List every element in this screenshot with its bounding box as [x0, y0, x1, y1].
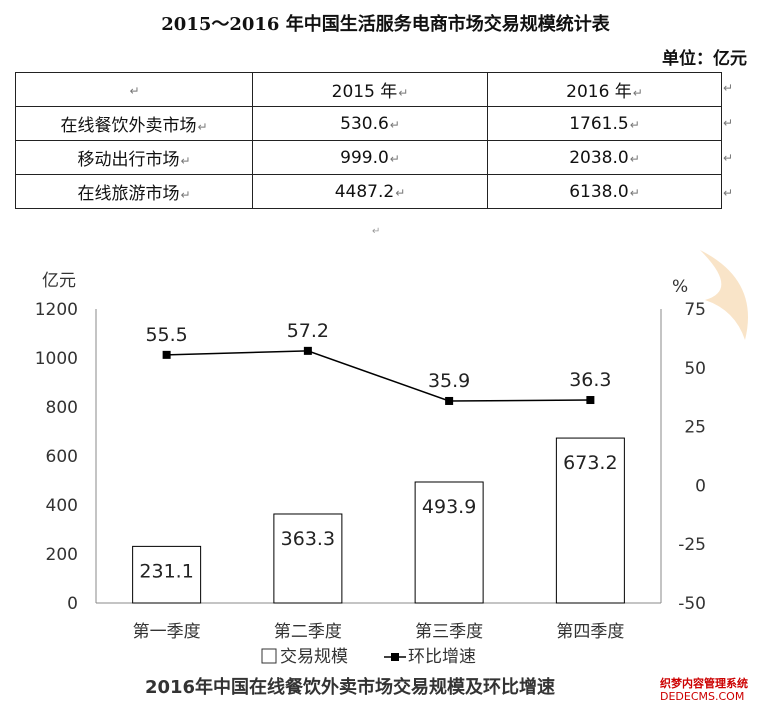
bar: [273, 513, 343, 604]
y2-tick-label: 75: [684, 300, 706, 320]
paragraph-mark: ↵: [723, 116, 734, 130]
legend-line-label: 环比增速: [408, 647, 476, 667]
y-tick-label: 600: [46, 447, 78, 467]
growth-value-label: 55.5: [145, 324, 187, 346]
table-header-row: ↵ 2015 年↵ 2016 年↵: [15, 72, 722, 107]
cell-2016: 6138.0↵: [487, 174, 722, 209]
header-cell-2015: 2015 年↵: [252, 72, 488, 107]
row-label: 移动出行市场↵: [15, 140, 253, 175]
growth-marker: [586, 396, 595, 405]
y2-axis-label: %: [672, 277, 688, 297]
y2-tick-label: 0: [695, 476, 706, 496]
x-tick-label: 第二季度: [274, 622, 342, 642]
cell-2016: 1761.5↵: [487, 106, 722, 141]
growth-value-label: 35.9: [428, 370, 470, 392]
chart-title: 2016年中国在线餐饮外卖市场交易规模及环比增速: [144, 677, 556, 698]
watermark-text: 织梦内容管理系统: [660, 677, 748, 690]
y-tick-label: 800: [46, 398, 78, 418]
x-tick-label: 第一季度: [133, 622, 201, 642]
bar-value-label: 493.9: [422, 496, 476, 518]
watermark-shape: [700, 250, 748, 340]
y2-tick-label: 50: [684, 359, 706, 379]
growth-value-label: 57.2: [287, 320, 329, 342]
bar-value-label: 363.3: [281, 528, 335, 550]
paragraph-mark: ↵: [723, 151, 734, 165]
y-tick-label: 200: [46, 545, 78, 565]
table-row: 在线餐饮外卖市场↵ 530.6↵ 1761.5↵: [15, 106, 722, 141]
growth-marker: [445, 396, 454, 405]
watermark-swirl: [700, 250, 748, 340]
bar-value-label: 673.2: [563, 452, 617, 474]
row-label: 在线旅游市场↵: [15, 174, 253, 209]
y2-tick-label: -25: [678, 535, 706, 555]
growth-marker: [162, 350, 171, 359]
bar-value-label: 231.1: [139, 560, 193, 582]
cell-2015: 530.6↵: [252, 106, 488, 141]
y-tick-label: 0: [67, 594, 78, 614]
x-tick-label: 第四季度: [556, 622, 624, 642]
statistics-table: ↵ 2015 年↵ 2016 年↵ 在线餐饮外卖市场↵ 530.6↵ 1761.…: [15, 72, 722, 209]
growth-value-label: 36.3: [569, 369, 611, 391]
watermark-text: DEDECMS.COM: [660, 690, 745, 703]
growth-marker: [303, 346, 312, 355]
growth-line: [166, 350, 591, 402]
bar: [414, 481, 484, 604]
y-tick-label: 1000: [35, 349, 78, 369]
y2-tick-label: 25: [684, 418, 706, 438]
table-unit: 单位：亿元: [662, 49, 747, 69]
legend-line-marker: [391, 653, 399, 661]
legend-bar-swatch: [261, 648, 277, 664]
y-tick-label: 1200: [35, 300, 78, 320]
x-tick-label: 第三季度: [415, 622, 483, 642]
cell-2015: 4487.2↵: [252, 174, 488, 209]
y-tick-label: 400: [46, 496, 78, 516]
bar: [555, 437, 625, 604]
legend-bar-label: 交易规模: [280, 647, 348, 667]
y-axis-label: 亿元: [42, 271, 76, 291]
table-row: 在线旅游市场↵ 4487.2↵ 6138.0↵: [15, 174, 722, 209]
paragraph-mark: ↵: [723, 81, 734, 95]
y2-tick-label: -50: [678, 594, 706, 614]
paragraph-mark: ↵: [723, 186, 734, 200]
table-title: 2015～2016 年中国生活服务电商市场交易规模统计表: [161, 14, 610, 35]
cell-2016: 2038.0↵: [487, 140, 722, 175]
paragraph-mark: ↵: [372, 226, 381, 237]
bar: [132, 545, 202, 604]
header-cell-2016: 2016 年↵: [487, 72, 722, 107]
